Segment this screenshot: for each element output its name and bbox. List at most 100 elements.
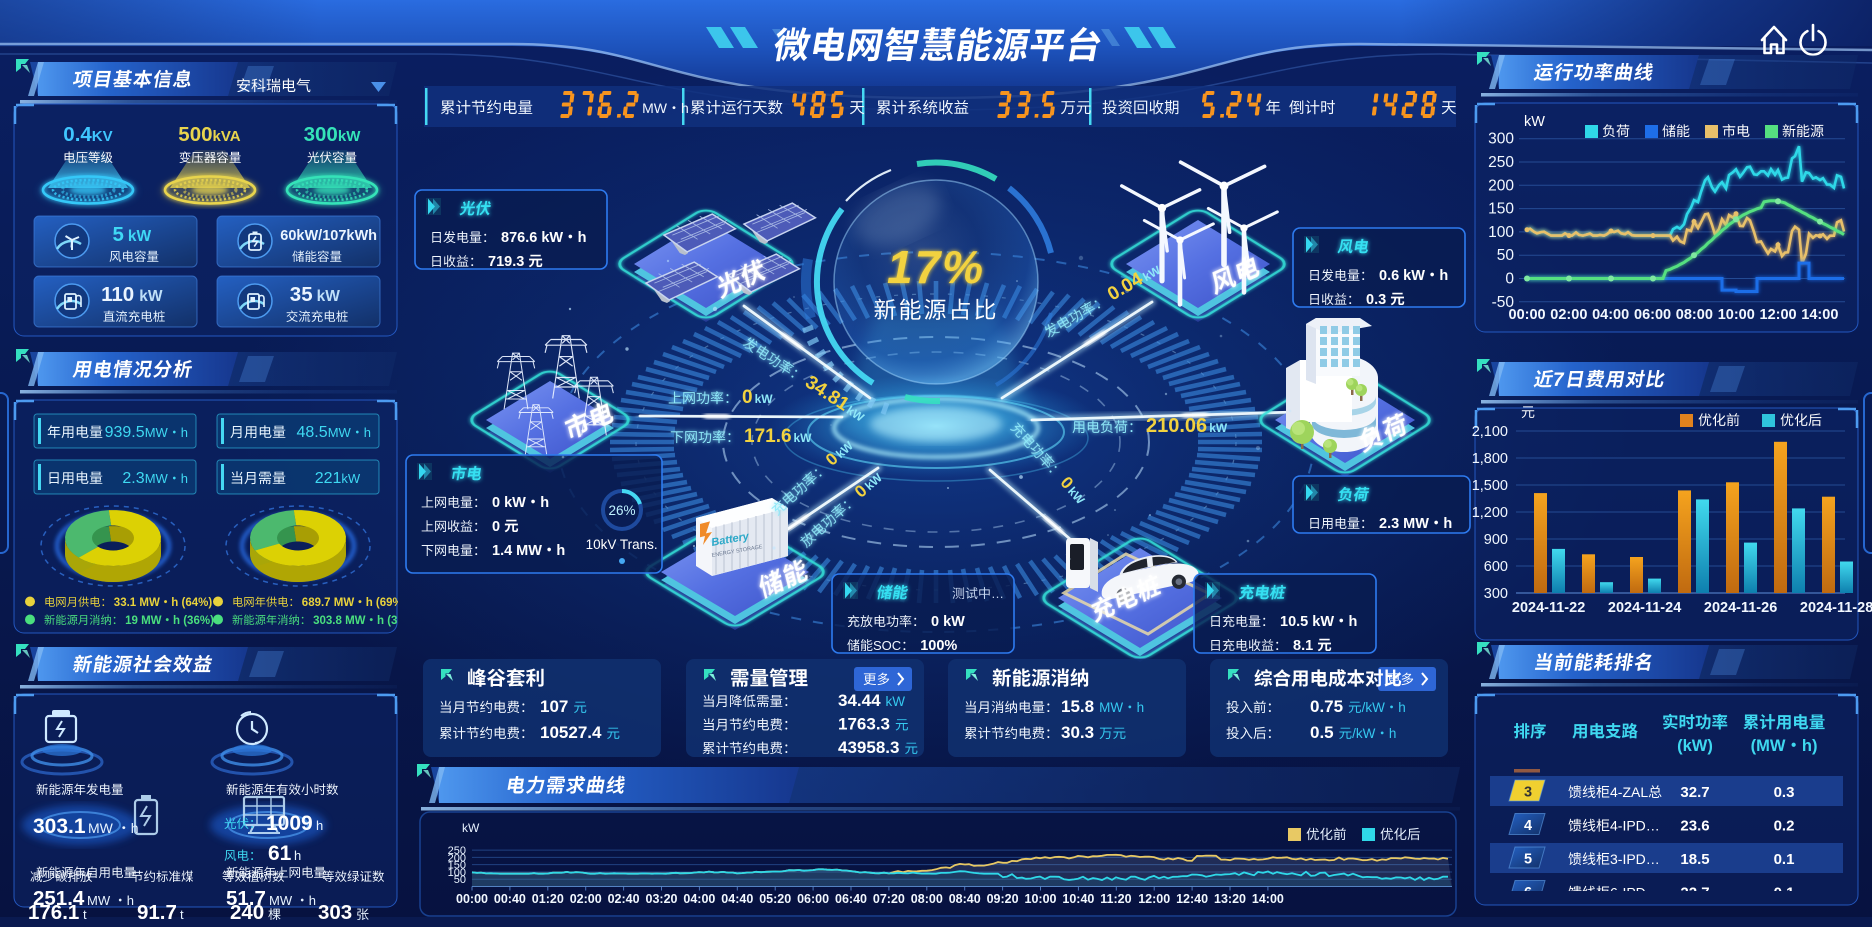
svg-text:200: 200 — [448, 852, 466, 864]
svg-text:h (69%): h (69%) — [366, 597, 407, 609]
svg-text:14:00: 14:00 — [1801, 307, 1838, 323]
svg-text:06:00: 06:00 — [797, 892, 829, 906]
svg-text:MW: MW — [145, 471, 169, 486]
svg-text:0.6 kW: 0.6 kW — [1379, 268, 1425, 284]
svg-text:2024-11-24: 2024-11-24 — [1608, 600, 1681, 616]
svg-text:SOC: SOC — [873, 638, 901, 653]
svg-text:h (64%): h (64%) — [171, 597, 212, 609]
svg-text:h: h — [1439, 268, 1448, 284]
svg-text:MW: MW — [145, 425, 169, 440]
svg-text:17%: 17% — [887, 241, 985, 293]
svg-text:150: 150 — [1488, 201, 1514, 218]
svg-text:h: h — [540, 495, 549, 511]
svg-text:h: h — [294, 848, 301, 863]
svg-text:240: 240 — [230, 901, 264, 924]
svg-text:MW: MW — [1099, 700, 1123, 715]
svg-text:61: 61 — [268, 842, 292, 865]
svg-text:0.4: 0.4 — [63, 123, 92, 146]
svg-text:300: 300 — [1488, 131, 1514, 148]
svg-text:50: 50 — [1497, 247, 1515, 264]
svg-text:1763.3: 1763.3 — [838, 715, 890, 734]
svg-text:4: 4 — [1524, 818, 1532, 834]
svg-text:h (36%): h (36%) — [173, 615, 214, 627]
svg-text:1.4 MW: 1.4 MW — [492, 543, 542, 559]
svg-text:0: 0 — [742, 387, 753, 408]
svg-text:210.06: 210.06 — [1146, 415, 1207, 437]
svg-text:110: 110 — [101, 283, 134, 306]
svg-text:7: 7 — [1553, 370, 1565, 391]
svg-text:13:20: 13:20 — [1214, 892, 1246, 906]
svg-text:150: 150 — [448, 860, 466, 872]
svg-text:08:00: 08:00 — [911, 892, 943, 906]
svg-text:02:40: 02:40 — [608, 892, 640, 906]
svg-text:600: 600 — [1484, 559, 1508, 575]
svg-text:14:00: 14:00 — [1252, 892, 1284, 906]
svg-text:07:20: 07:20 — [873, 892, 905, 906]
svg-text:18.5: 18.5 — [1680, 851, 1709, 868]
svg-text:6-IPD: 6-IPD — [1610, 885, 1646, 901]
svg-text:h: h — [556, 543, 565, 559]
svg-text:6: 6 — [1524, 885, 1532, 901]
svg-text:03:20: 03:20 — [646, 892, 678, 906]
svg-text:01:20: 01:20 — [532, 892, 564, 906]
svg-text:MW: MW — [642, 100, 668, 116]
svg-text:35: 35 — [290, 283, 313, 306]
svg-text:303.1: 303.1 — [33, 815, 86, 838]
svg-text:10:00: 10:00 — [1718, 307, 1755, 323]
svg-text:1009: 1009 — [266, 812, 313, 835]
svg-text:h: h — [309, 893, 316, 908]
svg-text:00:00: 00:00 — [1509, 307, 1546, 323]
svg-text:251.4: 251.4 — [33, 887, 85, 910]
svg-text:kW: kW — [794, 431, 813, 445]
svg-text:303.8 MW: 303.8 MW — [313, 615, 366, 627]
svg-text:…: … — [991, 586, 1004, 601]
svg-text:900: 900 — [1484, 532, 1508, 548]
svg-text:19 MW: 19 MW — [125, 615, 162, 627]
svg-text:8.1: 8.1 — [1293, 638, 1313, 654]
svg-text:MW: MW — [269, 893, 293, 908]
svg-text:kW: kW — [1524, 114, 1545, 130]
svg-text:2.3 MW: 2.3 MW — [1379, 516, 1429, 532]
svg-text:h: h — [127, 893, 134, 908]
svg-text:60kW/107kWh: 60kW/107kWh — [280, 228, 377, 244]
svg-text:719.3: 719.3 — [488, 254, 524, 270]
svg-text:0.1: 0.1 — [1774, 885, 1795, 902]
svg-text:kVA: kVA — [213, 128, 241, 145]
svg-text:kW: kW — [886, 694, 906, 709]
svg-text:100%: 100% — [920, 638, 957, 654]
svg-text:1,200: 1,200 — [1472, 505, 1508, 521]
svg-text:h: h — [1389, 726, 1397, 741]
svg-text:221: 221 — [315, 470, 342, 487]
svg-text:kW: kW — [462, 821, 480, 835]
svg-text:h: h — [316, 818, 323, 833]
svg-text:10:00: 10:00 — [1025, 892, 1057, 906]
svg-text:0 kW: 0 kW — [492, 495, 526, 511]
svg-text:3-IPD…: 3-IPD… — [1610, 851, 1660, 867]
svg-text:107: 107 — [540, 697, 568, 716]
svg-text:-50: -50 — [1492, 294, 1515, 311]
svg-text:300: 300 — [1484, 586, 1508, 602]
svg-text:43958.3: 43958.3 — [838, 738, 899, 757]
svg-text:kW: kW — [317, 288, 341, 305]
svg-text:200: 200 — [1488, 177, 1514, 194]
svg-text:689.7 MW: 689.7 MW — [302, 597, 355, 609]
svg-text:176.1: 176.1 — [28, 901, 79, 924]
svg-text:0: 0 — [492, 519, 500, 535]
svg-text:33.1 MW: 33.1 MW — [114, 597, 160, 609]
svg-text:303: 303 — [318, 901, 352, 924]
svg-text:0.5: 0.5 — [1310, 723, 1334, 742]
svg-text:MW: MW — [328, 425, 352, 440]
svg-text:00:00: 00:00 — [456, 892, 488, 906]
svg-text:KV: KV — [92, 128, 113, 145]
svg-text:MW: MW — [88, 820, 114, 836]
svg-text:05:20: 05:20 — [759, 892, 791, 906]
svg-text:h (31%): h (31%) — [377, 615, 418, 627]
svg-text:06:40: 06:40 — [835, 892, 867, 906]
svg-text:171.6: 171.6 — [744, 426, 792, 447]
svg-text:10.5 kW: 10.5 kW — [1280, 614, 1334, 630]
svg-text:h: h — [131, 820, 139, 836]
svg-text:h): h) — [1802, 737, 1818, 755]
svg-text:2.3: 2.3 — [122, 470, 144, 487]
svg-text:h: h — [1443, 516, 1452, 532]
svg-text:kW: kW — [338, 128, 361, 145]
